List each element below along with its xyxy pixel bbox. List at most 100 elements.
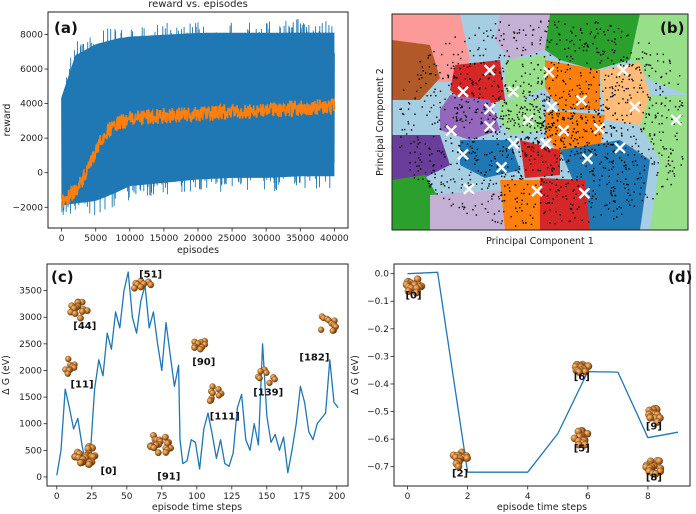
- cluster-label: [11]: [70, 380, 93, 391]
- scatter-point: [428, 180, 431, 182]
- scatter-point: [660, 76, 663, 78]
- cluster-label: [2]: [452, 468, 468, 479]
- scatter-point: [625, 178, 627, 180]
- scatter-point: [544, 109, 546, 112]
- scatter-point: [501, 67, 504, 70]
- scatter-point: [454, 97, 456, 99]
- scatter-point: [645, 113, 647, 115]
- scatter-point: [522, 92, 524, 94]
- scatter-point: [604, 74, 607, 77]
- scatter-point: [464, 114, 467, 117]
- scatter-point: [441, 53, 443, 56]
- scatter-point: [501, 110, 503, 112]
- scatter-point: [505, 103, 508, 105]
- scatter-point: [417, 74, 419, 76]
- scatter-point: [548, 129, 551, 131]
- scatter-point: [483, 39, 485, 42]
- scatter-point: [612, 87, 614, 90]
- scatter-point: [659, 86, 661, 88]
- scatter-point: [464, 91, 467, 94]
- scatter-point: [480, 121, 483, 123]
- scatter-point: [572, 212, 574, 214]
- scatter-point: [648, 64, 650, 66]
- scatter-point: [559, 147, 561, 150]
- scatter-point: [461, 184, 463, 186]
- scatter-point: [491, 85, 493, 87]
- scatter-point: [587, 149, 590, 151]
- scatter-point: [474, 163, 476, 165]
- scatter-point: [517, 170, 519, 173]
- scatter-point: [409, 169, 411, 171]
- scatter-point: [515, 136, 517, 138]
- centroid-marker: [463, 183, 475, 195]
- scatter-point: [499, 150, 501, 152]
- cluster-label: [90]: [192, 357, 215, 368]
- scatter-point: [420, 86, 422, 89]
- scatter-point: [528, 193, 531, 195]
- scatter-point: [450, 142, 453, 145]
- scatter-point: [551, 134, 553, 136]
- scatter-point: [399, 108, 401, 110]
- scatter-point: [500, 35, 502, 37]
- region: [545, 14, 640, 70]
- scatter-point: [572, 140, 575, 142]
- scatter-point: [527, 138, 530, 140]
- scatter-point: [463, 87, 465, 89]
- scatter-point: [521, 115, 523, 117]
- scatter-point: [448, 84, 450, 87]
- scatter-point: [585, 122, 587, 124]
- scatter-point: [581, 91, 583, 93]
- scatter-point: [557, 70, 559, 72]
- scatter-point: [546, 46, 549, 48]
- scatter-point: [416, 136, 419, 138]
- raw-reward-band: [61, 32, 335, 206]
- scatter-point: [510, 216, 512, 218]
- scatter-point: [539, 43, 541, 45]
- scatter-point: [603, 143, 605, 146]
- scatter-point: [446, 181, 448, 183]
- scatter-point: [413, 141, 415, 143]
- scatter-point: [501, 154, 504, 156]
- scatter-point: [572, 112, 575, 114]
- scatter-point: [546, 127, 548, 130]
- scatter-point: [603, 31, 605, 33]
- scatter-point: [616, 82, 618, 84]
- scatter-point: [578, 84, 581, 86]
- scatter-point: [408, 103, 411, 105]
- scatter-point: [521, 54, 523, 56]
- scatter-point: [529, 119, 532, 122]
- scatter-point: [613, 51, 615, 54]
- scatter-point: [430, 94, 432, 97]
- scatter-point: [549, 222, 551, 224]
- scatter-point: [586, 144, 589, 146]
- scatter-point: [499, 125, 502, 128]
- x-tick-label: 0: [405, 492, 411, 502]
- scatter-point: [627, 34, 629, 36]
- scatter-point: [565, 39, 568, 41]
- scatter-point: [475, 183, 478, 185]
- scatter-point: [482, 96, 484, 99]
- scatter-point: [535, 184, 537, 186]
- scatter-point: [571, 89, 574, 91]
- scatter-point: [505, 102, 507, 104]
- scatter-point: [442, 183, 445, 185]
- x-tick-label: 150: [258, 492, 275, 502]
- scatter-point: [629, 74, 631, 76]
- scatter-point: [504, 85, 506, 87]
- x-tick-label: 25000: [218, 234, 247, 244]
- scatter-point: [634, 160, 637, 162]
- scatter-point: [537, 109, 539, 112]
- scatter-point: [452, 65, 455, 67]
- scatter-point: [665, 97, 667, 99]
- scatter-point: [627, 200, 630, 203]
- scatter-point: [494, 23, 497, 25]
- scatter-point: [471, 92, 473, 94]
- scatter-point: [478, 79, 480, 82]
- scatter-point: [534, 120, 536, 122]
- scatter-point: [431, 123, 434, 125]
- scatter-point: [543, 105, 545, 107]
- scatter-point: [586, 119, 589, 122]
- scatter-point: [565, 104, 567, 106]
- scatter-point: [669, 60, 671, 63]
- scatter-point: [413, 124, 415, 126]
